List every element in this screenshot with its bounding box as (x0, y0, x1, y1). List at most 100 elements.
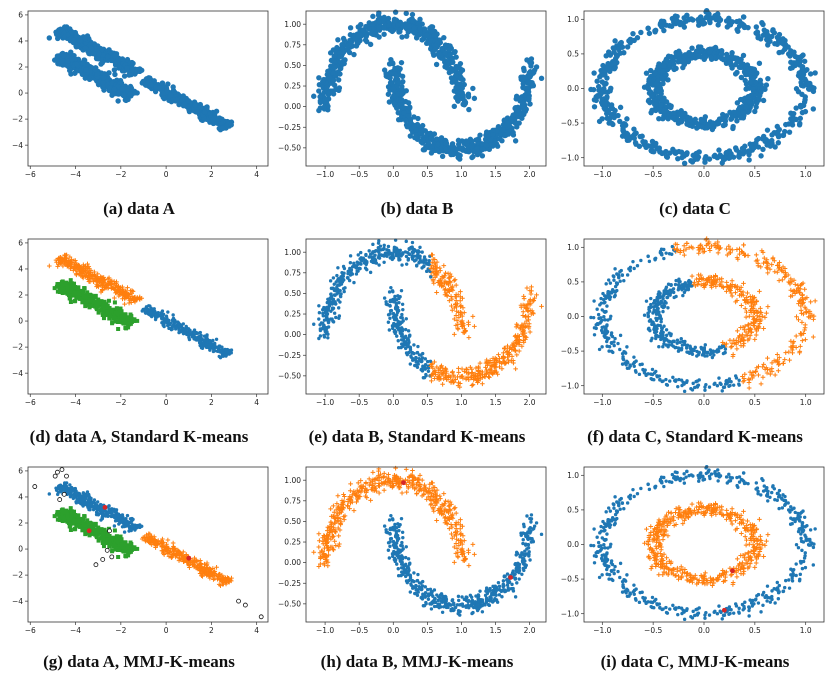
data-point (112, 281, 117, 286)
data-point (681, 15, 687, 21)
data-point (646, 30, 653, 37)
data-point (407, 334, 412, 338)
data-point (743, 71, 749, 78)
data-point (320, 78, 326, 85)
data-point (122, 314, 127, 319)
data-point (199, 336, 204, 341)
data-point (367, 249, 371, 253)
data-point (450, 151, 456, 158)
data-point (714, 15, 721, 21)
plot-frame (27, 10, 269, 167)
data-point (653, 81, 660, 87)
data-point (440, 381, 445, 387)
data-point (603, 53, 609, 59)
data-point (356, 253, 360, 257)
data-point (765, 75, 771, 82)
data-point (406, 121, 412, 128)
data-point (186, 332, 190, 336)
data-point (729, 65, 735, 71)
data-point (487, 375, 492, 380)
y-tick-label: 1.00 (284, 20, 301, 29)
data-point (332, 288, 337, 293)
points-layer (311, 9, 545, 162)
data-point (620, 127, 626, 134)
data-point (81, 289, 86, 294)
data-point (62, 289, 67, 294)
data-point (681, 24, 688, 30)
data-point (327, 298, 331, 302)
data-point (451, 88, 458, 94)
data-point (429, 252, 434, 258)
data-point (61, 259, 67, 264)
data-point (216, 345, 221, 349)
data-point (407, 252, 412, 256)
plot-frame (583, 10, 825, 167)
data-point (512, 120, 518, 126)
data-point (685, 57, 691, 64)
data-point (121, 321, 126, 326)
data-point (165, 81, 171, 87)
data-point (399, 73, 406, 80)
data-point (73, 298, 78, 303)
data-point (601, 80, 607, 87)
y-tick-label: −4 (12, 141, 23, 150)
data-point (158, 313, 162, 318)
data-point (66, 260, 71, 266)
data-point (526, 95, 532, 102)
data-point (86, 76, 93, 83)
data-point (796, 122, 803, 128)
data-point (180, 326, 184, 330)
data-point (447, 275, 452, 280)
data-point (449, 303, 454, 309)
data-point (438, 370, 444, 376)
data-point (675, 155, 681, 162)
data-point (694, 150, 701, 156)
data-point (78, 294, 83, 299)
data-point (510, 129, 516, 136)
data-point (470, 382, 476, 387)
panel-e: −1.0 −0.5 0.0 0.5 1.0 1.5 2.0 −0.50 −0.25 0.00 0.2… (278, 228, 556, 413)
data-point (339, 45, 345, 52)
data-point (452, 316, 457, 322)
data-point (121, 73, 128, 79)
data-point (521, 340, 527, 345)
data-point (111, 284, 117, 290)
data-point (177, 325, 181, 329)
data-point (55, 264, 60, 269)
data-point (130, 317, 135, 322)
data-point (202, 109, 208, 115)
data-point (429, 378, 434, 384)
data-point (84, 292, 89, 297)
data-point (499, 366, 505, 372)
data-point (799, 91, 805, 98)
data-point (421, 364, 425, 368)
data-point (527, 329, 533, 335)
y-tick-label: 0 (18, 89, 23, 98)
data-point (503, 360, 508, 366)
data-point (335, 37, 341, 43)
data-point (757, 77, 764, 84)
data-point (110, 321, 115, 326)
data-point (527, 308, 533, 313)
x-tick-label: 0.5 (749, 170, 761, 179)
data-point (390, 86, 397, 92)
data-point (55, 282, 60, 287)
data-point (423, 366, 428, 370)
data-point (332, 282, 336, 286)
y-tick-label: 0.75 (284, 40, 301, 49)
data-point (469, 371, 474, 377)
data-point (81, 294, 86, 299)
data-point (166, 310, 170, 314)
data-point (364, 262, 368, 267)
data-point (693, 48, 700, 54)
data-point (617, 104, 624, 111)
data-point (673, 149, 679, 155)
data-point (324, 309, 328, 313)
x-tick-label: 4 (254, 398, 259, 407)
data-point (655, 87, 662, 93)
data-point (383, 251, 388, 255)
data-point (229, 351, 233, 355)
data-point (92, 67, 99, 73)
data-point (522, 303, 527, 308)
data-point (395, 117, 402, 123)
